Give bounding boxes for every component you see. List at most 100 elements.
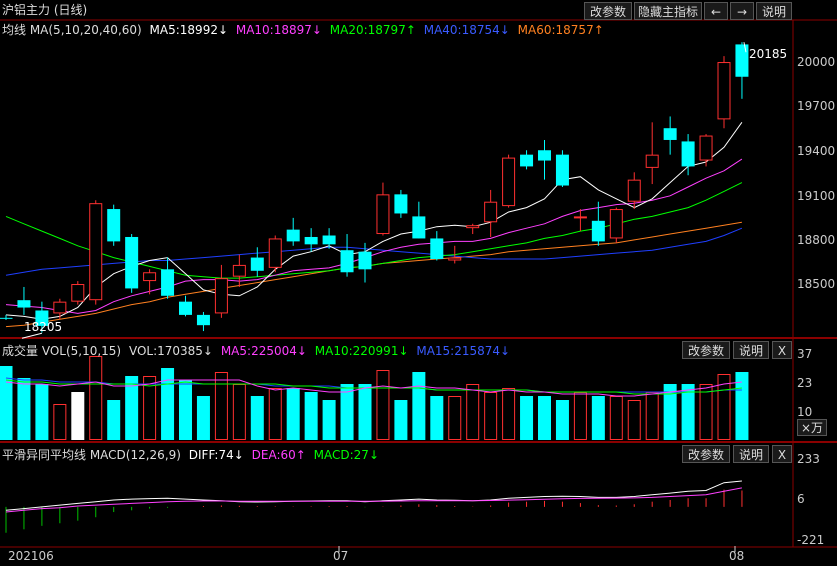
candle-body-down <box>304 236 318 245</box>
vol-ma10-legend: MA10:220991↓ <box>314 344 409 358</box>
candle-body-down <box>250 257 264 271</box>
candle-body-down <box>591 220 605 242</box>
candle-body-down <box>681 141 695 167</box>
diff-line <box>5 480 742 511</box>
volume-tick: 23 <box>797 376 813 390</box>
candle-body-up <box>268 238 282 268</box>
x-axis-label: 07 <box>333 549 349 563</box>
prev-arrow-button[interactable]: ← <box>704 2 728 20</box>
volume-bar-down <box>430 396 444 440</box>
volume-bar-down <box>520 396 534 440</box>
candle-body-down <box>538 150 551 161</box>
volume-tick: 10 <box>797 405 813 419</box>
volume-bar <box>71 392 85 440</box>
volume-bar-down <box>196 396 210 440</box>
candle-body-up <box>53 301 67 314</box>
candle-body-down <box>0 317 13 319</box>
dea-line <box>5 487 742 513</box>
volume-bar-down <box>412 372 426 440</box>
volume-bar-up <box>143 376 157 440</box>
candle-body-down <box>107 209 121 242</box>
volume-bar-down <box>358 384 372 440</box>
macd-tick: 6 <box>797 492 805 506</box>
ma5-legend: MA5:18992↓ <box>149 23 229 37</box>
price-tick: 19400 <box>797 144 836 158</box>
volume-bar-up <box>699 384 713 440</box>
candle-body-up <box>699 135 713 161</box>
candle-body-up <box>214 278 228 314</box>
macd-value-legend: MACD:27↓ <box>313 448 379 462</box>
volume-bar-up <box>573 392 587 440</box>
candle-body-up <box>717 62 731 120</box>
candle-body-up <box>232 264 246 277</box>
ma10-legend: MA10:18897↓ <box>235 23 322 37</box>
price-tick: 18800 <box>797 233 836 247</box>
candle-body-down <box>322 235 336 245</box>
ma40-legend: MA40:18754↓ <box>423 23 510 37</box>
volume-bar-down <box>286 388 300 440</box>
help-button[interactable]: 说明 <box>756 2 792 20</box>
volume-legend: 成交量 VOL(5,10,15) VOL:170385↓ MA5:225004↓… <box>2 342 514 359</box>
volume-bar-down <box>681 384 695 440</box>
candle-body-up <box>502 157 516 207</box>
ma-legend-name: 均线 MA(5,10,20,40,60) <box>2 23 142 37</box>
candle-body-up <box>627 179 641 202</box>
high-price-label: 20185 <box>749 47 788 61</box>
params-button[interactable]: 改参数 <box>584 2 632 20</box>
candle-body-up <box>466 225 480 229</box>
macd-close-button[interactable]: X <box>772 445 792 463</box>
macd-tick: -221 <box>797 533 825 547</box>
candle-body-down <box>17 300 31 308</box>
volume-params-button[interactable]: 改参数 <box>682 341 730 359</box>
volume-bar-down <box>35 384 49 440</box>
high-pointer-line <box>743 42 747 53</box>
candle-body-up <box>448 257 462 261</box>
volume-bar-down <box>394 400 408 440</box>
low-price-label: 18205 <box>24 320 63 334</box>
candle-body-down <box>430 238 444 260</box>
volume-bar-up <box>645 392 659 440</box>
volume-bar-down <box>17 378 31 440</box>
candle-body-down <box>286 229 300 242</box>
x-axis-label: 08 <box>729 549 745 563</box>
volume-unit-label: ×万 <box>797 419 827 436</box>
candle-body-down <box>394 194 408 214</box>
ma10-line <box>5 158 743 314</box>
volume-bar-up <box>214 372 228 440</box>
ma60-legend: MA60:18757↑ <box>517 23 604 37</box>
volume-bar-down <box>538 396 551 440</box>
candle-body-up <box>573 216 587 219</box>
vol_ma5-line <box>5 379 742 397</box>
volume-bar-down <box>125 376 139 440</box>
macd-help-button[interactable]: 说明 <box>733 445 769 463</box>
volume-bar-up <box>53 404 67 440</box>
volume-bar-up <box>502 388 516 440</box>
x-axis-label: 202106 <box>8 549 54 563</box>
vol-ma15-legend: MA15:215874↓ <box>416 344 511 358</box>
hide-main-indicator-button[interactable]: 隐藏主指标 <box>634 2 702 20</box>
candle-body-down <box>520 154 534 167</box>
candle-body-up <box>376 194 390 235</box>
macd-params-button[interactable]: 改参数 <box>682 445 730 463</box>
volume-bar-up <box>717 374 731 440</box>
candle-body-down <box>340 250 354 273</box>
chart-title: 沪铝主力 (日线) <box>2 3 88 17</box>
macd-tick: 233 <box>797 452 820 466</box>
volume-close-button[interactable]: X <box>772 341 792 359</box>
candle-body-down <box>125 236 139 289</box>
volume-bar-down <box>322 400 336 440</box>
volume-bar-down <box>663 384 677 440</box>
candle-body-down <box>412 216 426 239</box>
volume-bar-down <box>735 372 749 440</box>
volume-help-button[interactable]: 说明 <box>733 341 769 359</box>
volume-bar-up <box>609 396 623 440</box>
candle-body-up <box>71 284 85 302</box>
volume-bar-down <box>304 392 318 440</box>
next-arrow-button[interactable]: → <box>730 2 754 20</box>
volume-bar-down <box>107 400 121 440</box>
volume-bar-down <box>179 380 192 440</box>
volume-tick: 37 <box>797 347 813 361</box>
volume-bar-down <box>0 366 13 440</box>
candle-body-down <box>179 301 192 315</box>
